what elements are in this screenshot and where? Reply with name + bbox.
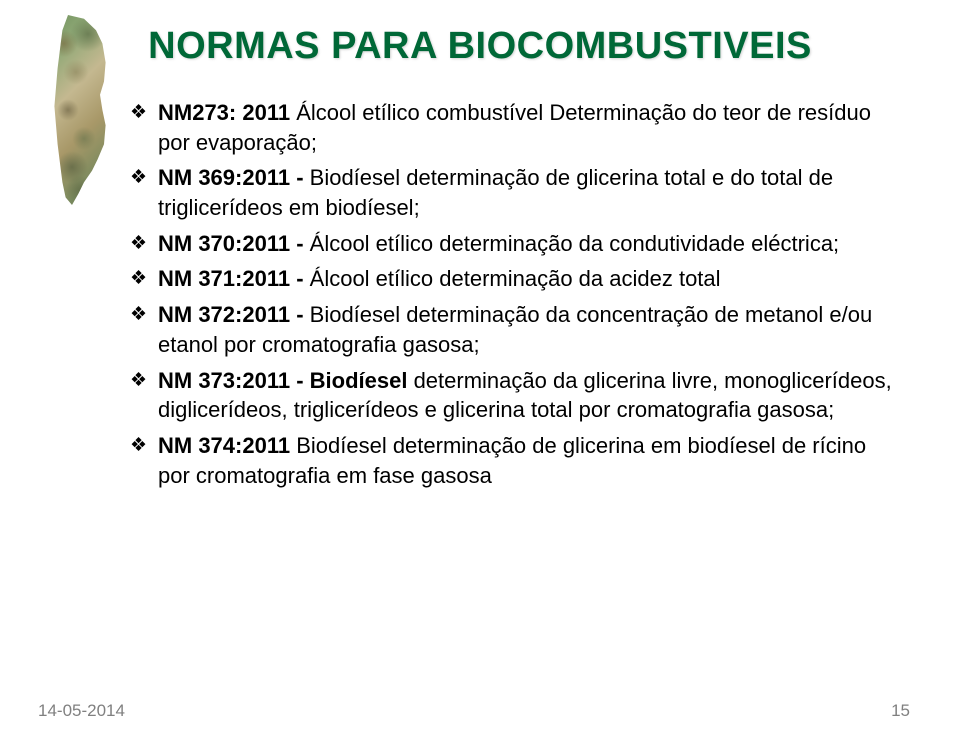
list-item-text: NM 372:2011 - Biodíesel determinação da … [158,300,900,359]
bullet-icon: ❖ [130,300,158,328]
item-desc: Álcool etílico determinação da acidez to… [304,266,721,291]
item-code: NM 370:2011 - [158,231,304,256]
list-item: ❖ NM 369:2011 - Biodíesel determinação d… [130,163,900,222]
list-item: ❖ NM273: 2011 Álcool etílico combustível… [130,98,900,157]
list-item: ❖ NM 372:2011 - Biodíesel determinação d… [130,300,900,359]
title-row: NORMAS PARA BIOCOMBUSTIVEIS [50,20,910,68]
bullet-icon: ❖ [130,163,158,191]
item-code: NM 372:2011 - [158,302,304,327]
bullet-icon: ❖ [130,229,158,257]
list-item-text: NM273: 2011 Álcool etílico combustível D… [158,98,900,157]
item-desc: Álcool etílico determinação da condutivi… [304,231,840,256]
slide-title: NORMAS PARA BIOCOMBUSTIVEIS [148,25,812,68]
item-code: NM 371:2011 - [158,266,304,291]
item-code: NM 373:2011 - Biodíesel [158,368,407,393]
mozambique-map-icon [40,15,130,215]
list-item-text: NM 369:2011 - Biodíesel determinação de … [158,163,900,222]
list-item: ❖ NM 371:2011 - Álcool etílico determina… [130,264,900,294]
list-item-text: NM 370:2011 - Álcool etílico determinaçã… [158,229,900,259]
slide: NORMAS PARA BIOCOMBUSTIVEIS ❖ NM273: 201… [0,0,960,739]
bullet-icon: ❖ [130,366,158,394]
bullet-icon: ❖ [130,264,158,292]
list-item-text: NM 371:2011 - Álcool etílico determinaçã… [158,264,900,294]
bullet-icon: ❖ [130,98,158,126]
list-item-text: NM 373:2011 - Biodíesel determinação da … [158,366,900,425]
list-item: ❖ NM 373:2011 - Biodíesel determinação d… [130,366,900,425]
list-item: ❖ NM 370:2011 - Álcool etílico determina… [130,229,900,259]
footer: 14-05-2014 15 [38,701,910,721]
item-code: NM 369:2011 - [158,165,304,190]
item-code: NM 374:2011 [158,433,290,458]
bullet-icon: ❖ [130,431,158,459]
item-code: NM273: 2011 [158,100,290,125]
list-item-text: NM 374:2011 Biodíesel determinação de gl… [158,431,900,490]
list-item: ❖ NM 374:2011 Biodíesel determinação de … [130,431,900,490]
content-list: ❖ NM273: 2011 Álcool etílico combustível… [130,98,900,490]
footer-page-number: 15 [891,701,910,721]
footer-date: 14-05-2014 [38,701,125,721]
